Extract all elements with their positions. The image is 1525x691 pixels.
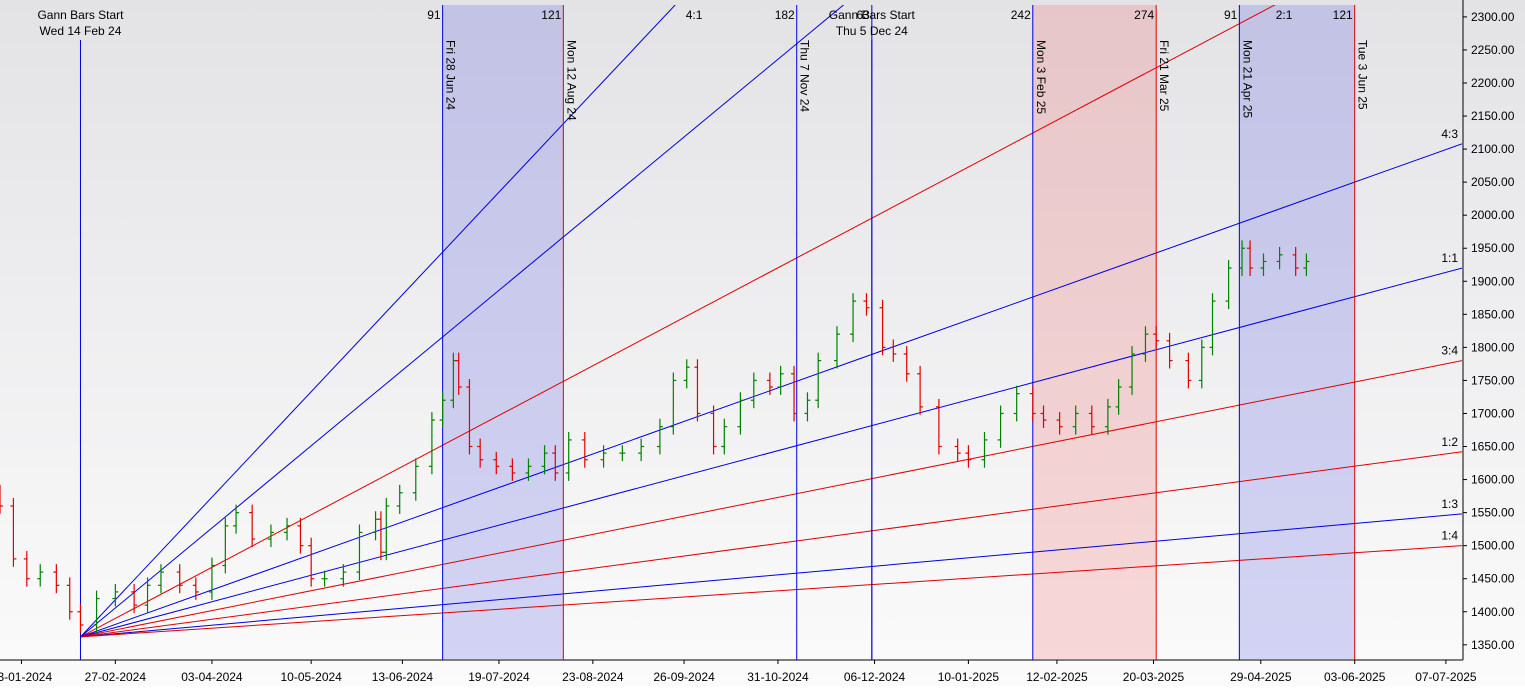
marker-label: Mon 12 Aug 24 [564,40,578,121]
marker-label: Tue 3 Jun 25 [1356,40,1370,110]
marker-count: 91 [1224,8,1238,22]
x-tick-label: 19-07-2024 [468,670,530,684]
marker-label: Fri 28 Jun 24 [444,40,458,110]
x-tick-label: 10-01-2025 [938,670,1000,684]
y-tick-label: 2000.00 [1471,208,1515,222]
gann-start-label: Wed 14 Feb 24 [40,24,122,38]
x-tick-label: 03-04-2024 [181,670,243,684]
gann-start-title: Gann Bars Start [37,8,124,22]
x-tick-label: 12-02-2025 [1026,670,1088,684]
y-tick-label: 1650.00 [1471,440,1515,454]
marker-count: 274 [1134,8,1154,22]
y-tick-label: 1400.00 [1471,605,1515,619]
x-tick-label: 07-07-2025 [1415,670,1477,684]
y-tick-label: 1850.00 [1471,307,1515,321]
marker-label: Thu 7 Nov 24 [798,40,812,112]
fan-label: 1:4 [1441,529,1458,543]
fan-label: 2:1 [1276,8,1293,22]
shaded-range [442,5,564,660]
gann-fan-line [80,451,1462,638]
y-tick-label: 1500.00 [1471,539,1515,553]
plot-area [0,5,1462,660]
gann-fan-line [80,545,1462,638]
x-tick-label: 23-01-2024 [0,670,52,684]
x-tick-label: 03-06-2025 [1324,670,1386,684]
y-tick-label: 1750.00 [1471,373,1515,387]
y-tick-label: 2150.00 [1471,109,1515,123]
x-tick-label: 23-08-2024 [562,670,624,684]
marker-count: 91 [427,8,441,22]
y-tick-label: 1550.00 [1471,506,1515,520]
x-tick-label: 13-06-2024 [372,670,434,684]
y-tick-label: 1900.00 [1471,274,1515,288]
x-tick-label: 10-05-2024 [280,670,342,684]
gann-start-title: Gann Bars Start [829,8,916,22]
fan-label: 1:3 [1441,497,1458,511]
marker-count: 182 [775,8,795,22]
gann-fan-line [80,360,1462,638]
marker-count: 242 [1011,8,1031,22]
x-tick-label: 27-02-2024 [85,670,147,684]
y-tick-label: 2200.00 [1471,76,1515,90]
fan-label: 4:3 [1441,127,1458,141]
marker-count: 121 [1333,8,1353,22]
y-tick-label: 2050.00 [1471,175,1515,189]
fan-label: 1:2 [1441,435,1458,449]
y-tick-label: 1800.00 [1471,340,1515,354]
y-tick-label: 1950.00 [1471,241,1515,255]
y-tick-label: 1700.00 [1471,406,1515,420]
marker-label: Mon 3 Feb 25 [1034,40,1048,114]
gann-fan-line [80,513,1462,638]
gann-fan-line [80,5,845,638]
y-tick-label: 2300.00 [1471,10,1515,24]
marker-count: 63 [856,8,870,22]
x-tick-label: 06-12-2024 [844,670,906,684]
x-tick-label: 26-09-2024 [653,670,715,684]
y-tick-label: 1600.00 [1471,473,1515,487]
y-tick-label: 1450.00 [1471,572,1515,586]
x-tick-label: 31-10-2024 [747,670,809,684]
gann-start-label: Thu 5 Dec 24 [836,24,908,38]
y-tick-label: 2250.00 [1471,43,1515,57]
shaded-range [1239,5,1355,660]
fan-label: 4:1 [686,8,703,22]
gann-fan-line [80,5,676,638]
gann-fan-line [80,5,1276,638]
x-tick-label: 29-04-2025 [1230,670,1292,684]
marker-label: Mon 21 Apr 25 [1240,40,1254,118]
y-tick-label: 2100.00 [1471,142,1515,156]
y-tick-label: 1350.00 [1471,638,1515,652]
shaded-range [1032,5,1157,660]
marker-count: 121 [541,8,561,22]
marker-label: Fri 21 Mar 25 [1157,40,1171,112]
x-tick-label: 20-03-2025 [1123,670,1185,684]
fan-label: 1:1 [1441,251,1458,265]
fan-label: 3:4 [1441,344,1458,358]
